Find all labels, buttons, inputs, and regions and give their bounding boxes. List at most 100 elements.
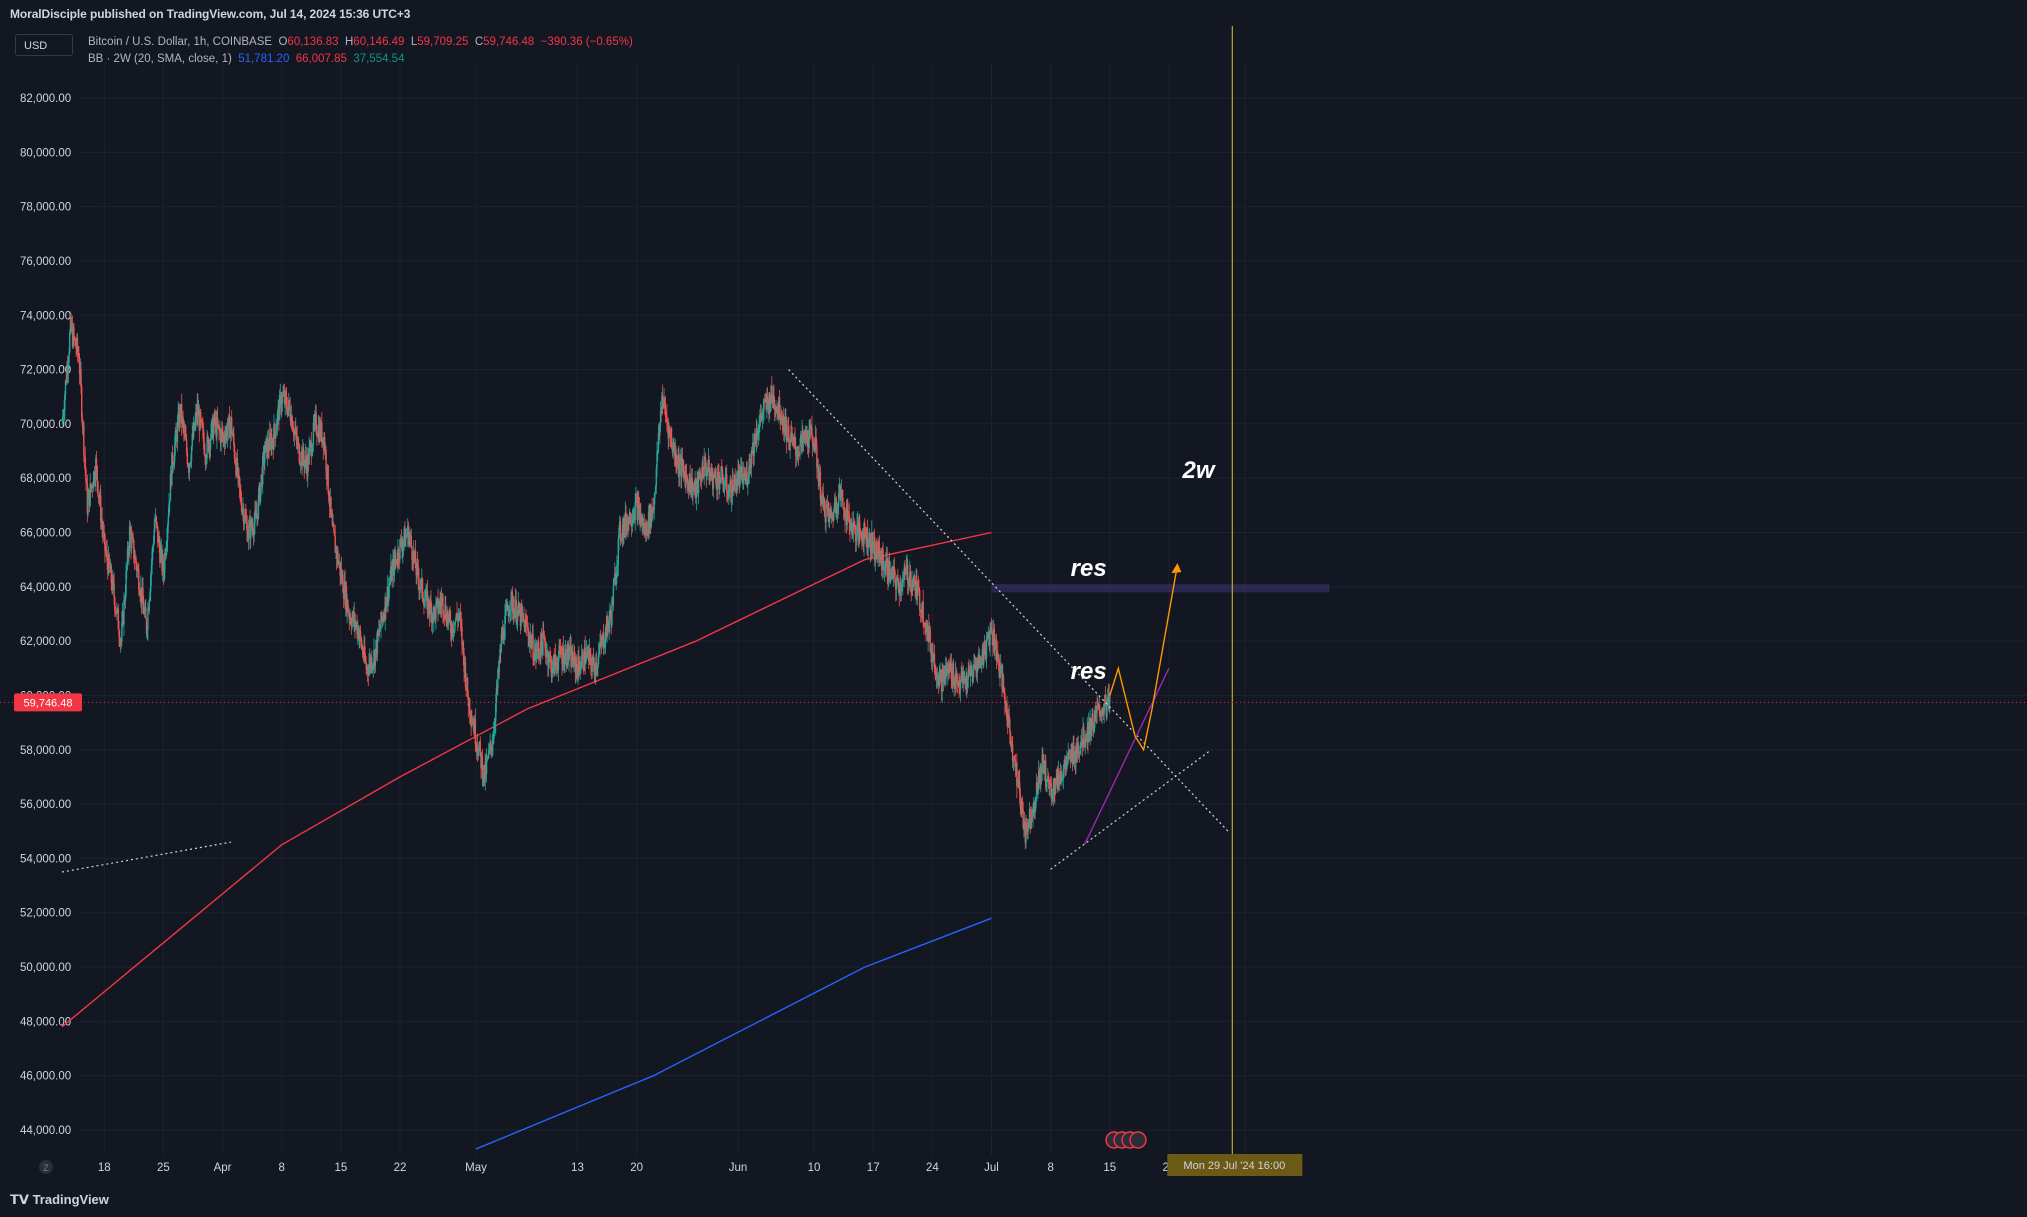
candle-body	[828, 510, 830, 523]
candle-body	[328, 492, 330, 502]
candle-body	[588, 650, 590, 662]
candle-body	[341, 575, 343, 581]
candle-body	[117, 608, 120, 630]
candle-body	[1037, 770, 1040, 790]
currency-button[interactable]: USD	[15, 34, 73, 56]
event-icon[interactable]	[1129, 1131, 1147, 1149]
candle-body	[454, 621, 456, 631]
candle-body	[609, 610, 612, 616]
candle-body	[980, 661, 983, 665]
candle-body	[516, 609, 519, 622]
candle-body	[840, 490, 843, 495]
candle-body	[438, 601, 441, 609]
candle-body	[422, 597, 424, 602]
candle-body	[495, 703, 497, 722]
candle-body	[97, 481, 99, 496]
candle-body	[272, 441, 274, 450]
candle-body	[103, 532, 105, 535]
candle-body	[118, 629, 120, 637]
candle-body	[640, 515, 643, 524]
candle-body	[709, 471, 711, 480]
candle-body	[276, 412, 279, 426]
candle-body	[332, 524, 334, 526]
candle-body	[1051, 797, 1053, 799]
candle-body	[1092, 725, 1095, 733]
legend-close-label: C	[474, 36, 484, 48]
candle-body	[697, 477, 699, 494]
candle-body	[1019, 793, 1022, 808]
candle-body	[907, 582, 910, 585]
candle-body	[534, 647, 536, 653]
candle-body	[723, 486, 726, 487]
candle-body	[416, 562, 418, 576]
legend-change: −390.36 (−0.65%)	[540, 36, 633, 48]
candle-body	[938, 670, 941, 686]
candle-body	[752, 442, 755, 456]
candle-body	[109, 565, 112, 573]
candle-body	[234, 458, 236, 464]
candle-body	[79, 369, 82, 375]
candle-body	[480, 756, 483, 769]
candle-body	[716, 471, 719, 489]
candle-body	[940, 673, 943, 692]
candle-body	[352, 612, 354, 619]
candle-body	[389, 579, 391, 584]
y-tick-label: 74,000.00	[20, 310, 71, 322]
candle-body	[1057, 770, 1060, 790]
candle-body	[614, 573, 617, 585]
candle-body	[655, 468, 658, 487]
candle-body	[997, 653, 999, 657]
candle-body	[1042, 754, 1044, 761]
candle-body	[490, 746, 493, 751]
candle-body	[614, 573, 616, 579]
candle-body	[563, 664, 565, 667]
candle-body	[985, 655, 987, 658]
candle-body	[669, 430, 672, 438]
x-tick-label: 8	[1047, 1162, 1053, 1174]
candle-body	[751, 450, 753, 454]
candle-body	[150, 565, 153, 576]
candle-body	[802, 431, 804, 441]
candle-body	[741, 466, 743, 483]
candle-body	[973, 665, 976, 668]
candle-body	[836, 509, 838, 513]
candle-body	[873, 536, 875, 546]
candle-body	[78, 354, 80, 363]
candle-body	[207, 437, 210, 452]
candle-body	[761, 416, 763, 419]
candle-body	[1079, 746, 1081, 754]
candle-body	[141, 588, 143, 605]
candle-body	[785, 420, 787, 434]
timezone-badge[interactable]	[39, 1160, 53, 1174]
candle-body	[126, 548, 129, 567]
candle-body	[1030, 817, 1032, 828]
candle-body	[71, 326, 73, 330]
candle-body	[164, 552, 167, 557]
candle-body	[923, 623, 926, 626]
candle-body	[924, 623, 927, 629]
candle-body	[1024, 830, 1026, 843]
candle-body	[1066, 762, 1068, 769]
candle-body	[1105, 702, 1107, 717]
candle-body	[1071, 749, 1073, 754]
candle-body	[1046, 780, 1048, 781]
candle-body	[733, 489, 735, 492]
candle-body	[735, 482, 738, 493]
candle-body	[561, 647, 564, 665]
candle-body	[911, 579, 914, 588]
legend-symbol: Bitcoin / U.S. Dollar, 1h, COINBASE	[88, 36, 273, 48]
candle-body	[747, 481, 749, 486]
candle-body	[573, 651, 575, 667]
candle-body	[395, 559, 397, 562]
candle-body	[445, 604, 447, 619]
candle-body	[649, 505, 651, 530]
candle-body	[414, 550, 416, 559]
candle-body	[599, 641, 601, 650]
vline-date-badge	[1167, 1154, 1303, 1176]
candle-body	[402, 540, 405, 546]
candle-body	[573, 651, 576, 657]
candle-body	[728, 490, 731, 493]
candle-body	[90, 483, 92, 489]
candle-body	[102, 532, 105, 535]
